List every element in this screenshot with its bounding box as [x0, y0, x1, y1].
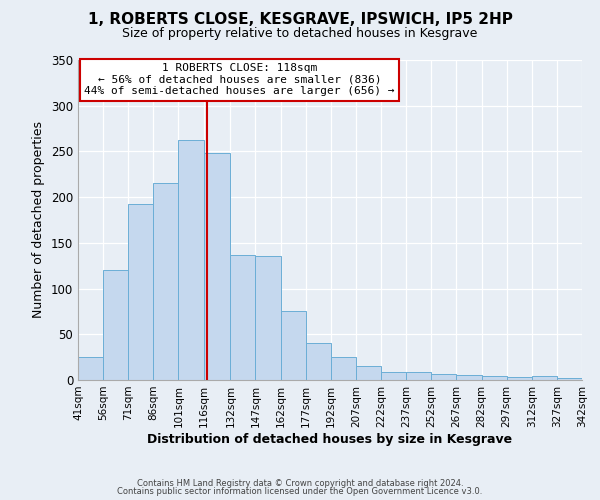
Bar — [256, 256, 281, 380]
Bar — [557, 378, 582, 380]
Bar — [532, 376, 557, 380]
Text: Contains public sector information licensed under the Open Government Licence v3: Contains public sector information licen… — [118, 487, 482, 496]
Bar — [154, 184, 178, 380]
Bar — [281, 312, 306, 380]
Y-axis label: Number of detached properties: Number of detached properties — [32, 122, 46, 318]
X-axis label: Distribution of detached houses by size in Kesgrave: Distribution of detached houses by size … — [148, 432, 512, 446]
Bar — [381, 372, 406, 380]
Bar — [331, 357, 356, 380]
Bar — [356, 366, 381, 380]
Text: 1, ROBERTS CLOSE, KESGRAVE, IPSWICH, IP5 2HP: 1, ROBERTS CLOSE, KESGRAVE, IPSWICH, IP5… — [88, 12, 512, 28]
Bar — [431, 374, 457, 380]
Bar — [406, 372, 431, 380]
Bar — [128, 204, 154, 380]
Bar — [178, 140, 203, 380]
Text: Contains HM Land Registry data © Crown copyright and database right 2024.: Contains HM Land Registry data © Crown c… — [137, 478, 463, 488]
Bar — [306, 344, 331, 380]
Bar — [457, 376, 482, 380]
Bar — [78, 357, 103, 380]
Bar — [482, 376, 506, 380]
Bar — [506, 378, 532, 380]
Bar — [203, 154, 230, 380]
Bar — [230, 254, 256, 380]
Text: Size of property relative to detached houses in Kesgrave: Size of property relative to detached ho… — [122, 28, 478, 40]
Text: 1 ROBERTS CLOSE: 118sqm
← 56% of detached houses are smaller (836)
44% of semi-d: 1 ROBERTS CLOSE: 118sqm ← 56% of detache… — [84, 63, 395, 96]
Bar — [103, 270, 128, 380]
